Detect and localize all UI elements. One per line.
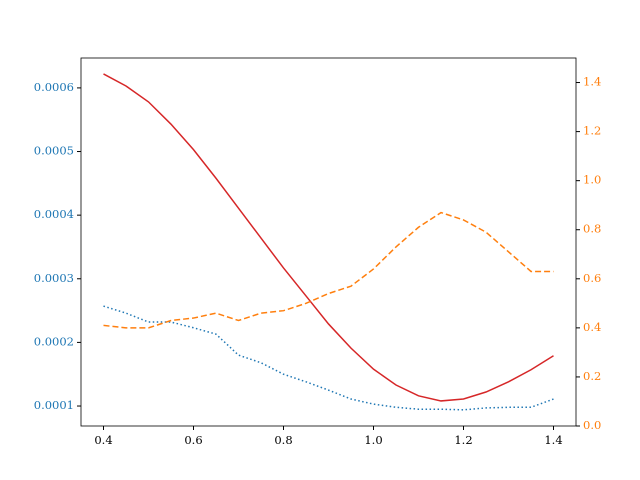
y2-tick-label: 1.0 <box>583 173 601 187</box>
x-tick-label: 0.6 <box>184 433 202 447</box>
y-tick-label: 0.0001 <box>34 398 74 412</box>
x-tick-label: 0.4 <box>94 433 112 447</box>
series-line <box>103 305 554 411</box>
x-tick-label: 0.8 <box>274 433 292 447</box>
y2-tick-label: 1.4 <box>583 75 601 89</box>
x-tick-label: 1.0 <box>364 433 382 447</box>
y2-tick-label: 0.8 <box>583 222 601 236</box>
y2-tick-label: 0.4 <box>583 320 601 334</box>
series-line <box>103 211 554 329</box>
y2-tick-label: 1.2 <box>583 124 601 138</box>
y-tick-label: 0.0004 <box>34 207 74 221</box>
y2-tick-label: 0.2 <box>583 369 601 383</box>
y2-tick-label: 0.0 <box>583 418 601 432</box>
y2-tick-label: 0.6 <box>583 271 601 285</box>
series-line <box>103 73 554 402</box>
y-tick-label: 0.0006 <box>34 80 74 94</box>
y-tick-label: 0.0002 <box>34 334 74 348</box>
x-tick-label: 1.2 <box>454 433 472 447</box>
x-tick-label: 1.4 <box>544 433 562 447</box>
y-tick-label: 0.0003 <box>34 271 74 285</box>
plot-frame <box>80 57 577 427</box>
y-tick-label: 0.0005 <box>34 144 74 158</box>
